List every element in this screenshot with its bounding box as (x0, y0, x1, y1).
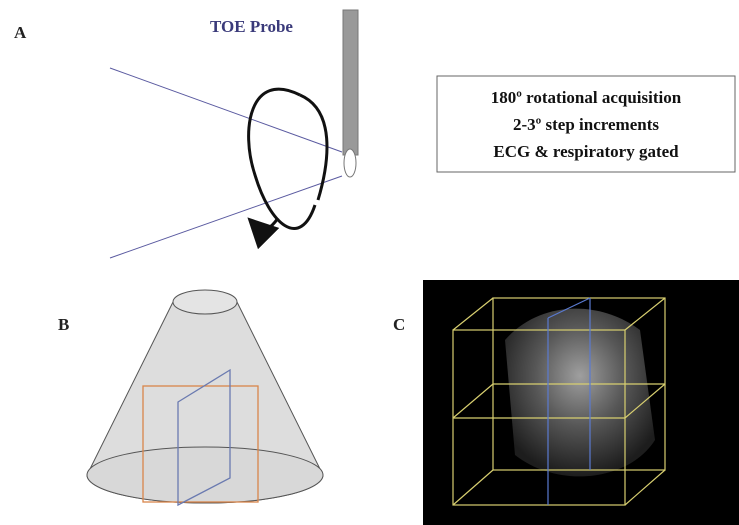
cone-top (172, 289, 238, 315)
beam-line (109, 175, 343, 259)
wireframe (452, 297, 666, 506)
info-line: 180º rotational acquisition (491, 88, 682, 107)
rotation-arrow (299, 93, 329, 201)
ultrasound-volume (505, 308, 655, 477)
panel-b: B (58, 289, 324, 507)
beam-line (109, 67, 343, 153)
panel-label: A (14, 23, 27, 42)
plane-orange (142, 385, 259, 503)
info-box (436, 75, 736, 173)
info-line: ECG & respiratory gated (493, 142, 679, 161)
probe-tip (343, 148, 357, 178)
probe-label: TOE Probe (210, 17, 293, 36)
plane-blue (177, 368, 231, 507)
cone-base (86, 446, 324, 504)
info-line: 2-3º step increments (513, 115, 659, 134)
blue-plane (547, 297, 591, 505)
panel-a: A TOE Probe 180º rotational acquisition … (14, 9, 736, 259)
probe (342, 9, 359, 156)
panel-label: C (393, 315, 405, 334)
rotation-arrow (247, 87, 317, 230)
panel-label: B (58, 315, 69, 334)
panel-c: C (393, 280, 739, 525)
arrow-head (247, 217, 280, 250)
